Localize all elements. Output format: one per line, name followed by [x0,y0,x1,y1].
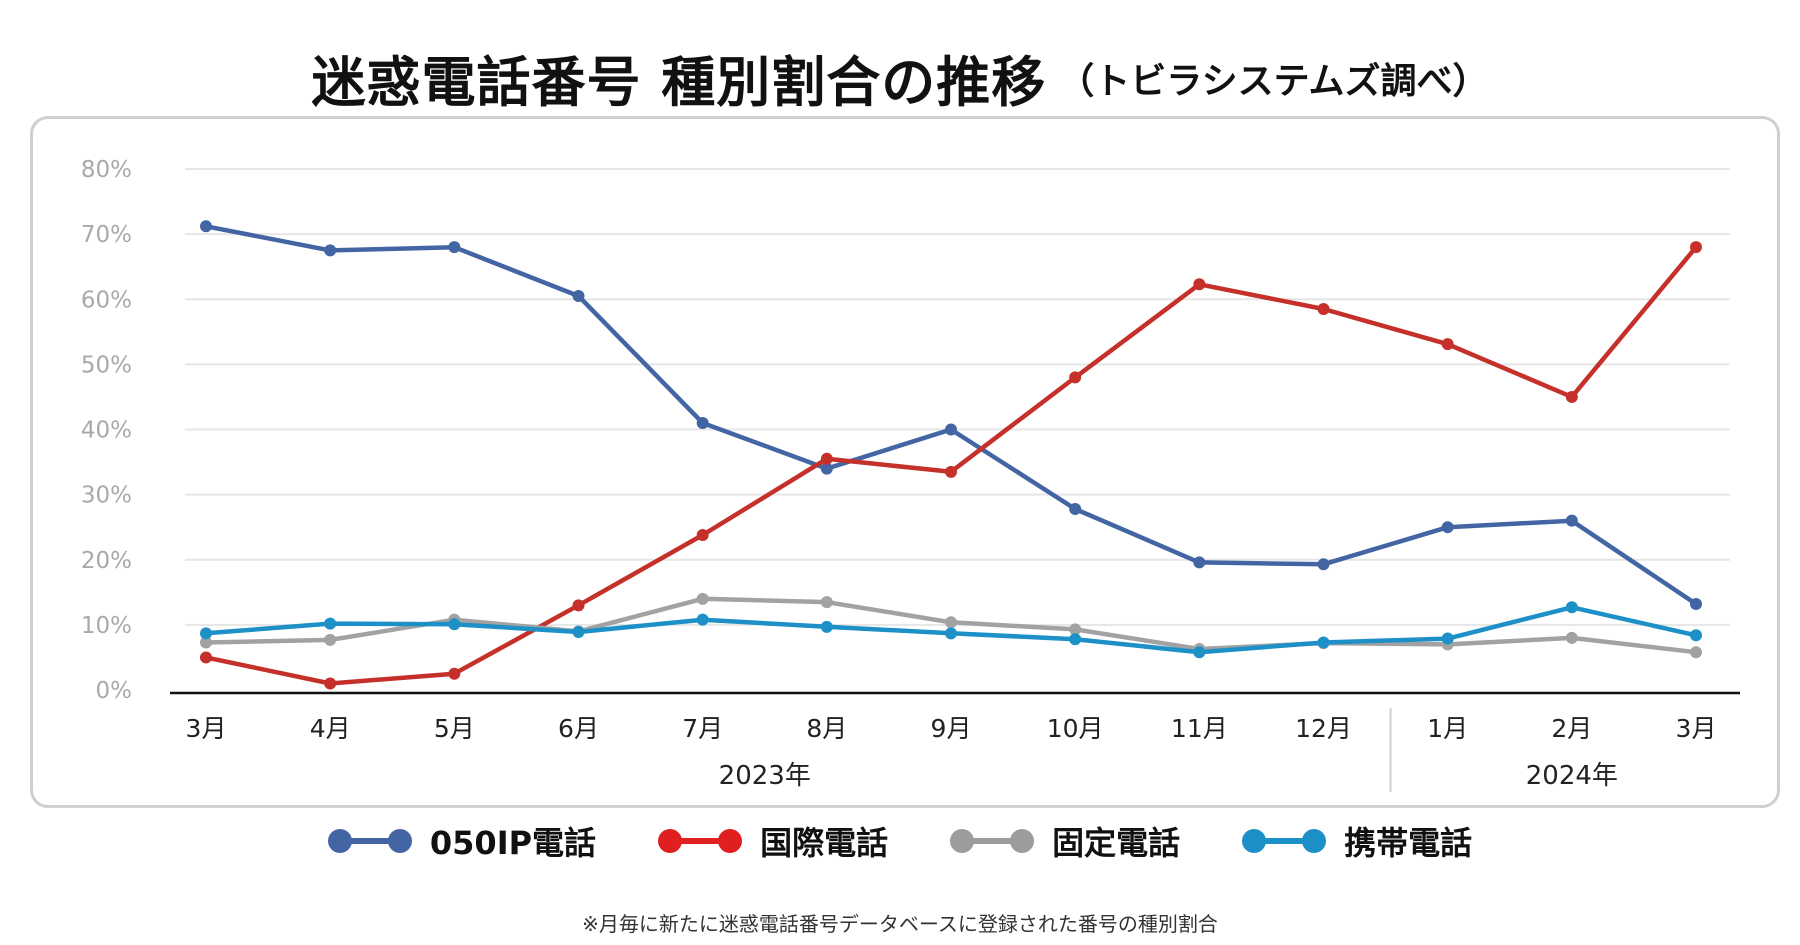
chart-title: 迷惑電話番号 種別割合の推移 [311,51,1047,114]
data-point [696,613,709,626]
y-tick-label: 40% [81,418,132,444]
legend-swatch [950,829,1035,853]
data-point [200,636,212,649]
x-tick-label: 10月 [1047,714,1104,743]
data-point [1441,632,1454,645]
legend-item: 携帯電話 [1242,818,1472,864]
data-point [820,596,833,609]
series-line [203,224,1699,607]
data-point [200,651,212,664]
data-point [1441,521,1454,534]
data-point [945,616,957,629]
data-point [1690,241,1702,254]
data-point [945,465,957,478]
x-tick-label: 6月 [558,714,599,743]
data-point [448,241,461,254]
x-tick-label: 3月 [1676,714,1717,743]
data-point [1193,646,1206,659]
data-point [1690,629,1702,642]
data-point [696,416,709,429]
data-point [1069,623,1082,636]
chart-title-row: 迷惑電話番号 種別割合の推移 （トビラシステムズ調べ） [0,38,1800,117]
year-label: 2024年 [1526,761,1618,791]
y-tick-label: 50% [81,352,132,378]
y-tick-label: 0% [96,678,133,704]
y-tick-label: 70% [81,222,132,248]
y-tick-label: 20% [81,548,132,574]
footnote: ※月毎に新たに迷惑電話番号データベースに登録された番号の種別割合 [582,912,1218,936]
data-point [1565,631,1578,644]
y-tick-label: 10% [81,613,132,639]
data-point [945,627,957,640]
data-point [1193,556,1206,569]
legend-label: 固定電話 [1052,824,1181,862]
x-tick-label: 8月 [806,714,847,743]
x-tick-label: 1月 [1427,714,1468,743]
legend-swatch [658,829,743,853]
chart-subtitle: （トビラシステムズ調べ） [1058,60,1489,102]
y-tick-label: 60% [81,287,132,313]
data-point [324,244,337,257]
data-point [1565,390,1578,403]
y-tick-label: 80% [81,157,132,183]
x-tick-label: 7月 [682,714,723,743]
data-point [324,617,337,630]
data-point [1565,514,1578,527]
data-point [1690,646,1702,659]
legend-label: 携帯電話 [1344,824,1473,862]
y-tick-label: 30% [81,483,132,509]
legend-item: 050IP電話 [327,818,597,864]
data-point [820,452,833,465]
data-point [324,633,337,646]
x-tick-label: 3月 [186,714,227,743]
data-point [1317,636,1330,649]
legend-swatch [327,829,412,853]
x-tick-label: 9月 [931,714,972,743]
data-point [1193,278,1206,291]
data-point [572,289,585,302]
data-point [200,627,212,640]
legend-swatch [1242,829,1327,853]
chart-legend: 050IP電話 国際電話 固定電話 携帯電話 [0,818,1800,864]
data-point [572,599,585,612]
data-point [1565,601,1578,614]
year-label: 2023年 [719,761,811,791]
data-point [1069,502,1082,515]
data-point [945,423,957,436]
data-point [820,620,833,633]
data-point [820,462,833,475]
legend-label: 050IP電話 [429,824,597,862]
data-point [324,677,337,690]
data-point [448,618,461,631]
data-point [1317,303,1330,316]
data-point [696,592,709,605]
legend-item: 国際電話 [658,818,888,864]
data-point [572,626,585,639]
legend-label: 国際電話 [760,824,889,862]
x-tick-label: 4月 [310,714,351,743]
data-point [1069,371,1082,384]
data-point [1690,598,1702,611]
x-tick-label: 2月 [1551,714,1592,743]
data-point [696,529,709,542]
data-point [1069,633,1082,646]
legend-item: 固定電話 [950,818,1180,864]
data-point [1441,338,1454,351]
x-tick-label: 5月 [434,714,475,743]
data-point [1317,558,1330,571]
x-tick-label: 12月 [1295,714,1352,743]
data-point [200,220,212,233]
data-point [448,667,461,680]
x-tick-label: 11月 [1171,714,1228,743]
